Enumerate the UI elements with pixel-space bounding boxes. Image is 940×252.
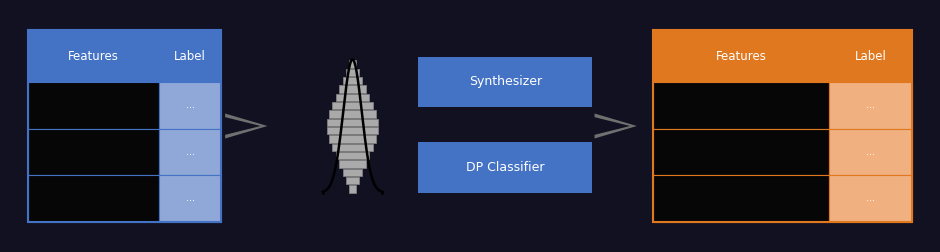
Text: ...: ... xyxy=(185,100,195,110)
FancyBboxPatch shape xyxy=(159,175,221,222)
FancyBboxPatch shape xyxy=(332,102,373,109)
FancyBboxPatch shape xyxy=(418,57,592,107)
FancyBboxPatch shape xyxy=(829,129,912,175)
Text: Features: Features xyxy=(69,50,119,62)
Text: Label: Label xyxy=(174,50,206,62)
FancyBboxPatch shape xyxy=(349,60,356,68)
FancyBboxPatch shape xyxy=(28,82,159,129)
FancyBboxPatch shape xyxy=(349,185,356,193)
Polygon shape xyxy=(595,114,637,126)
FancyBboxPatch shape xyxy=(28,30,221,82)
FancyBboxPatch shape xyxy=(327,119,378,126)
FancyBboxPatch shape xyxy=(418,142,592,193)
FancyBboxPatch shape xyxy=(329,135,376,143)
FancyBboxPatch shape xyxy=(159,82,221,129)
FancyBboxPatch shape xyxy=(653,175,829,222)
FancyBboxPatch shape xyxy=(343,169,362,176)
FancyBboxPatch shape xyxy=(346,177,359,184)
FancyBboxPatch shape xyxy=(653,129,829,175)
Text: ...: ... xyxy=(185,194,195,203)
Text: Label: Label xyxy=(854,50,886,62)
Polygon shape xyxy=(226,114,268,126)
Text: ...: ... xyxy=(866,194,875,203)
FancyBboxPatch shape xyxy=(343,77,362,84)
FancyBboxPatch shape xyxy=(329,110,376,118)
Polygon shape xyxy=(226,126,268,139)
FancyBboxPatch shape xyxy=(336,152,369,159)
Polygon shape xyxy=(595,126,637,139)
Text: Features: Features xyxy=(715,50,767,62)
FancyBboxPatch shape xyxy=(327,127,378,134)
FancyBboxPatch shape xyxy=(653,30,912,82)
Text: ...: ... xyxy=(185,147,195,157)
FancyBboxPatch shape xyxy=(339,85,366,93)
Text: ...: ... xyxy=(866,147,875,157)
FancyBboxPatch shape xyxy=(339,160,366,168)
Text: ...: ... xyxy=(866,100,875,110)
FancyBboxPatch shape xyxy=(653,82,829,129)
FancyBboxPatch shape xyxy=(28,175,159,222)
FancyBboxPatch shape xyxy=(332,144,373,151)
FancyBboxPatch shape xyxy=(336,94,369,101)
FancyBboxPatch shape xyxy=(346,69,359,76)
Text: DP Classifier: DP Classifier xyxy=(466,161,544,174)
FancyBboxPatch shape xyxy=(28,129,159,175)
FancyBboxPatch shape xyxy=(829,175,912,222)
FancyBboxPatch shape xyxy=(829,82,912,129)
Text: Synthesizer: Synthesizer xyxy=(469,75,541,88)
FancyBboxPatch shape xyxy=(159,129,221,175)
